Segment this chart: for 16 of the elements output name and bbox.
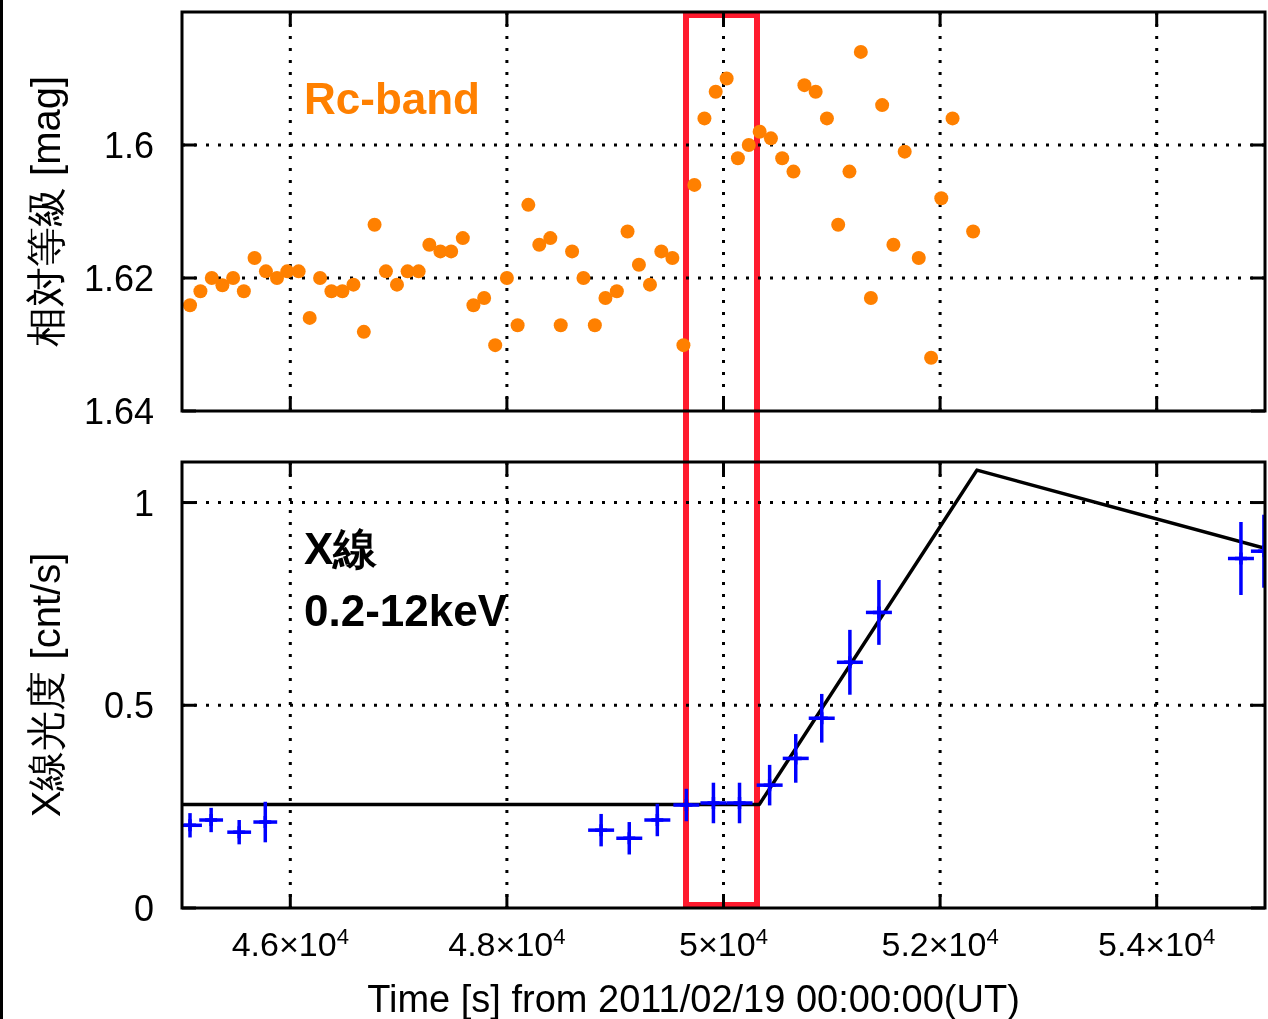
annotation: 0.2-12keV [304,586,508,635]
x-tick-label: 5.4×10$^{4}$ [1098,923,1216,963]
y-tick-label: 1.6 [103,125,154,166]
y-axis-title: 相対等級 [mag] [24,75,68,348]
annotation: X線 [304,524,379,573]
y-tick-label: 0.5 [103,685,154,727]
y-tick-label: 1.62 [83,258,154,299]
y-tick-label: 1.64 [83,391,154,432]
x-tick-label: 5×10$^{4}$ [679,923,768,963]
annotation: Rc-band [304,74,480,123]
y-axis-title: X線光度 [cnt/s] [24,552,68,818]
x-tick-label: 5.2×10$^{4}$ [881,923,999,963]
y-tick-label: 1 [133,482,154,524]
y-tick-label: 0 [133,888,154,929]
x-tick-label: 4.6×10$^{4}$ [231,923,349,963]
x-tick-label: 4.8×10$^{4}$ [448,923,566,963]
